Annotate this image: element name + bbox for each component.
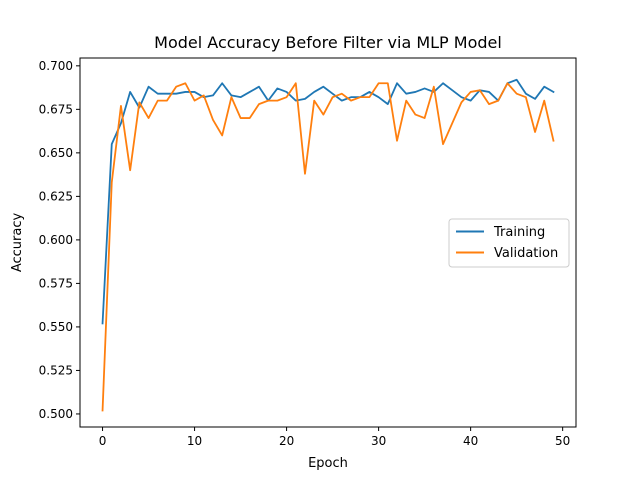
x-tick-label: 0 [99,434,107,448]
legend: Training Validation [448,218,570,268]
y-tick-label: 0.550 [39,320,73,334]
y-tick-label: 0.525 [39,363,73,377]
y-tick-label: 0.575 [39,276,73,290]
legend-label-validation: Validation [494,246,558,261]
x-tick-label: 50 [555,434,570,448]
y-tick-label: 0.500 [39,407,73,421]
x-tick-label: 20 [279,434,294,448]
plot-frame [79,57,577,428]
y-tick-label: 0.625 [39,189,73,203]
series-points-validation [102,83,554,411]
x-tick-label: 40 [463,434,478,448]
series-points-training [102,79,554,324]
x-axis-label: Epoch [308,456,348,471]
y-axis-label: Accuracy [10,213,25,273]
y-tick-label: 0.675 [39,102,73,116]
series-group [101,78,555,412]
series-line-validation [101,82,555,412]
x-tick-label: 10 [187,434,202,448]
y-tick-label: 0.600 [39,233,73,247]
y-tick-label: 0.650 [39,146,73,160]
series-line-training [101,78,555,325]
y-tick-label: 0.700 [39,59,73,73]
chart-title: Model Accuracy Before Filter via MLP Mod… [154,33,502,52]
legend-label-training: Training [493,225,545,240]
x-axis-ticks: 0 10 20 30 40 50 [99,427,570,448]
y-axis-ticks: 0.500 0.525 0.550 0.575 0.600 0.625 0.650 0.675… [39,59,80,421]
x-tick-label: 30 [371,434,386,448]
